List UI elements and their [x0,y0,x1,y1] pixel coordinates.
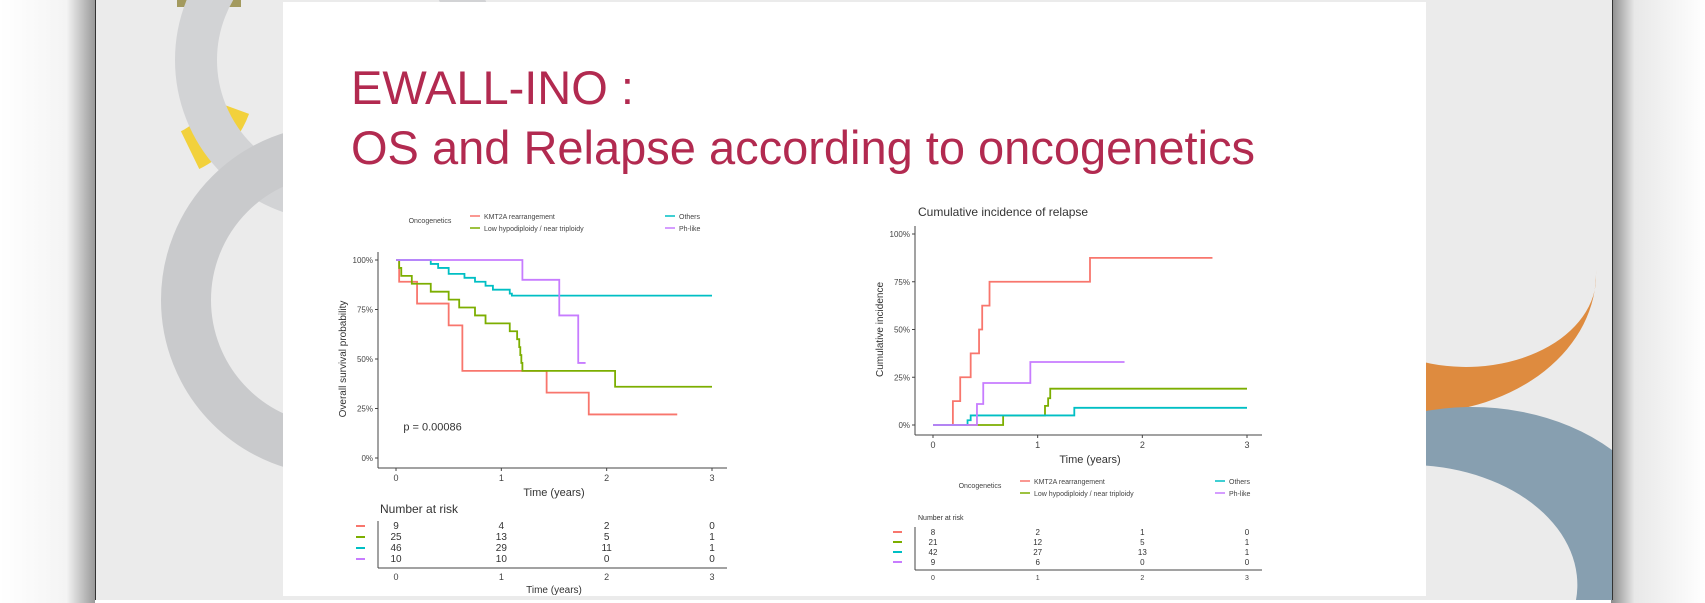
risk-time-tick: 2 [1140,575,1144,582]
risk-time-tick: 0 [393,572,398,582]
risk-count: 5 [1140,538,1145,547]
y-tick-label: 75% [894,278,910,287]
legend-label: Ph-like [679,226,701,233]
risk-count: 12 [1033,538,1042,547]
x-axis-label: Time (years) [1059,454,1120,466]
legend-label: Low hypodiploidy / near triploidy [1034,491,1134,498]
series-line-0 [396,259,678,416]
risk-time-tick: 3 [709,572,714,582]
risk-count: 8 [931,528,936,537]
slide-title-line1: EWALL-INO : [351,61,634,114]
risk-count: 0 [1245,558,1250,567]
x-tick-label: 2 [1140,440,1145,450]
slide-frame: EWALL-INO : OS and Relapse according to … [95,0,1613,600]
series-line-1 [396,259,712,388]
series-line-3 [396,259,586,364]
risk-count: 13 [1138,548,1147,557]
legend-title: Oncogenetics [959,483,1002,490]
risk-count: 1 [709,532,715,543]
p-value-annotation: p = 0.00086 [403,421,461,433]
risk-count: 6 [1035,558,1040,567]
risk-count: 2 [604,521,610,532]
risk-count: 21 [929,538,938,547]
series-line-2 [396,259,712,297]
risk-time-tick: 1 [499,572,504,582]
risk-count: 42 [929,548,938,557]
y-tick-label: 100% [890,230,910,239]
risk-count: 1 [1140,528,1145,537]
risk-count: 5 [604,532,610,543]
y-tick-label: 25% [357,405,373,414]
y-tick-label: 50% [357,355,373,364]
risk-table-title: Number at risk [918,515,964,522]
series-line-1 [933,387,1247,426]
slide: EWALL-INO : OS and Relapse according to … [283,2,1426,596]
risk-count: 10 [496,554,508,565]
risk-time-tick: 1 [1036,575,1040,582]
risk-count: 29 [496,543,508,554]
risk-count: 1 [1245,548,1250,557]
risk-count: 11 [601,543,612,554]
y-axis-label: Cumulative incidence [875,282,886,377]
y-tick-label: 0% [898,421,910,430]
y-tick-label: 0% [361,454,373,463]
y-tick-label: 25% [894,373,910,382]
y-axis-label: Overall survival probability [338,301,349,418]
x-tick-label: 0 [930,440,935,450]
risk-count: 4 [499,521,505,532]
chart-title: Cumulative incidence of relapse [918,205,1088,219]
risk-count: 0 [709,554,715,565]
risk-count: 0 [1140,558,1145,567]
legend-label: Others [1229,479,1251,486]
x-axis-label: Time (years) [523,487,584,499]
risk-count: 2 [1035,528,1040,537]
risk-count: 13 [496,532,508,543]
risk-count: 0 [1245,528,1250,537]
slide-title-line2: OS and Relapse according to oncogenetics [351,121,1256,174]
window-shadow-left [0,0,95,603]
legend-label: Ph-like [1229,491,1251,498]
series-line-2 [933,406,1247,426]
risk-time-tick: 3 [1245,575,1249,582]
x-tick-label: 1 [1035,440,1040,450]
series-line-0 [933,256,1213,426]
legend-label: Low hypodiploidy / near triploidy [484,226,584,233]
risk-count: 25 [390,532,402,543]
legend-label: KMT2A rearrangement [1034,479,1105,486]
x-tick-label: 2 [604,473,609,483]
legend-label: KMT2A rearrangement [484,214,555,221]
risk-time-tick: 0 [931,575,935,582]
legend-label: Others [679,214,701,221]
risk-table-x-label: Time (years) [526,585,582,596]
risk-count: 0 [604,554,610,565]
risk-time-tick: 2 [604,572,609,582]
risk-count: 10 [390,554,402,565]
x-tick-label: 1 [499,473,504,483]
x-tick-label: 3 [1244,440,1249,450]
x-tick-label: 0 [393,473,398,483]
risk-count: 9 [393,521,399,532]
y-tick-label: 50% [894,326,910,335]
x-tick-label: 3 [709,473,714,483]
risk-count: 1 [1245,538,1250,547]
risk-count: 0 [709,521,715,532]
y-tick-label: 100% [353,256,373,265]
window-shadow-right [1611,0,1705,603]
risk-count: 27 [1033,548,1042,557]
risk-count: 9 [931,558,936,567]
y-tick-label: 75% [357,306,373,315]
legend-title: Oncogenetics [409,218,452,225]
risk-count: 1 [709,543,715,554]
risk-count: 46 [390,543,402,554]
series-line-3 [933,361,1125,426]
risk-table-title: Number at risk [380,502,459,516]
